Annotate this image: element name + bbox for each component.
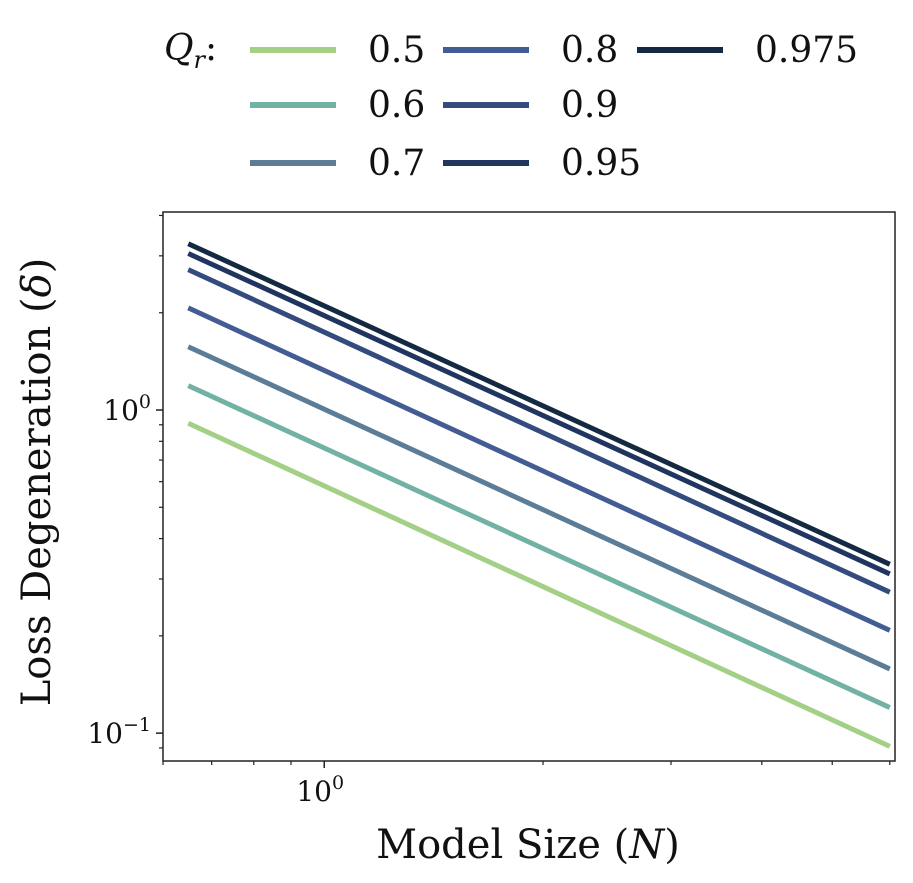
series-line-0-95 [187,251,891,577]
legend-title: Qr: [164,28,217,74]
plot-frame [162,211,896,762]
legend-title-sub: r [194,46,207,74]
series-line-0-6 [187,383,891,710]
legend-label-0-7: 0.7 [368,143,425,184]
legend-label-0-8: 0.8 [561,30,618,71]
y-axis-label: Loss Degeneration (δ) [14,258,60,707]
y-axis-label-text: Loss Degeneration ( [14,297,60,706]
y-tick-label-exp: −1 [123,714,151,736]
y-tick-label-exp: 0 [139,391,151,413]
y-tick-label: 100 [103,391,151,427]
y-axis-label-var: δ [14,273,60,297]
series-line-0-8 [187,305,891,633]
legend: Qr: 0.5 0.6 0.7 0.8 0.9 0.95 0.975 [164,28,858,184]
x-axis-label-var: N [628,822,666,868]
series-line-0-975 [187,241,891,567]
y-axis-label-close: ) [14,258,60,274]
x-tick-label-base: 10 [296,775,332,808]
legend-label-0-95: 0.95 [561,143,641,184]
series-lines [187,241,891,749]
y-tick-label: 10−1 [87,714,151,750]
legend-label-0-975: 0.975 [755,30,858,71]
x-axis-label-close: ) [664,822,680,868]
x-axis-label-text: Model Size ( [376,822,629,868]
legend-title-colon: : [205,28,217,69]
y-tick-label-base: 10 [87,717,123,750]
series-line-0-5 [187,420,891,749]
legend-label-0-6: 0.6 [368,85,425,126]
x-tick-label: 100 [296,772,344,808]
x-tick-label-exp: 0 [332,772,344,794]
series-line-0-9 [187,267,891,595]
y-tick-label-base: 10 [103,394,139,427]
legend-label-0-5: 0.5 [368,30,425,71]
legend-entries: 0.5 0.6 0.7 0.8 0.9 0.95 0.975 [250,30,858,184]
legend-title-var: Q [164,28,194,69]
legend-label-0-9: 0.9 [561,85,618,126]
series-line-0-7 [187,344,891,672]
x-axis-label: Model Size (N) [376,822,680,868]
